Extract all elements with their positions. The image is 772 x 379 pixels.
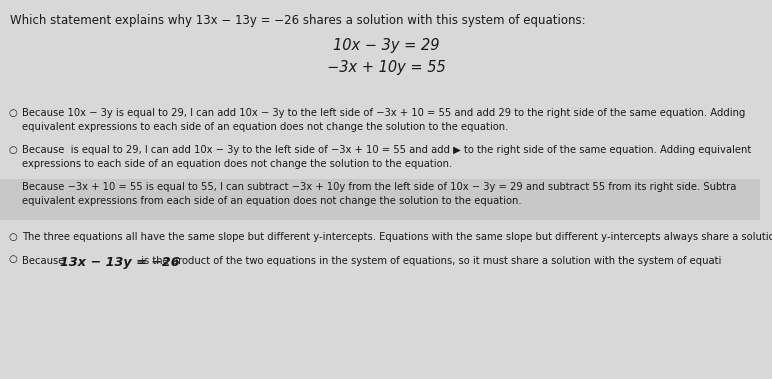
Text: ○: ○ xyxy=(8,232,17,242)
Text: Because: Because xyxy=(22,256,67,266)
Text: equivalent expressions from each side of an equation does not change the solutio: equivalent expressions from each side of… xyxy=(22,196,522,206)
Text: 13x − 13y = −26: 13x − 13y = −26 xyxy=(60,256,180,269)
Text: Because  is equal to 29, I can add 10x − 3y to the left side of −3x + 10 = 55 an: Because is equal to 29, I can add 10x − … xyxy=(22,145,751,155)
Text: equivalent expressions to each side of an equation does not change the solution : equivalent expressions to each side of a… xyxy=(22,122,509,132)
Bar xyxy=(0,179,760,220)
Text: ○: ○ xyxy=(8,145,17,155)
Text: Because 10x − 3y is equal to 29, I can add 10x − 3y to the left side of −3x + 10: Because 10x − 3y is equal to 29, I can a… xyxy=(22,108,746,118)
Text: expressions to each side of an equation does not change the solution to the equa: expressions to each side of an equation … xyxy=(22,159,452,169)
Text: Because −3x + 10 = 55 is equal to 55, I can subtract −3x + 10y from the left sid: Because −3x + 10 = 55 is equal to 55, I … xyxy=(22,182,736,192)
Text: 10x − 3y = 29: 10x − 3y = 29 xyxy=(333,38,439,53)
Text: −3x + 10y = 55: −3x + 10y = 55 xyxy=(327,60,445,75)
Text: The three equations all have the same slope but different y-intercepts. Equation: The three equations all have the same sl… xyxy=(22,232,772,242)
Text: ○: ○ xyxy=(8,254,17,264)
Text: Which statement explains why 13x − 13y = −26 shares a solution with this system : Which statement explains why 13x − 13y =… xyxy=(10,14,586,27)
Text: ○: ○ xyxy=(8,108,17,118)
Text: is the product of the two equations in the system of equations, so it must share: is the product of the two equations in t… xyxy=(138,256,721,266)
